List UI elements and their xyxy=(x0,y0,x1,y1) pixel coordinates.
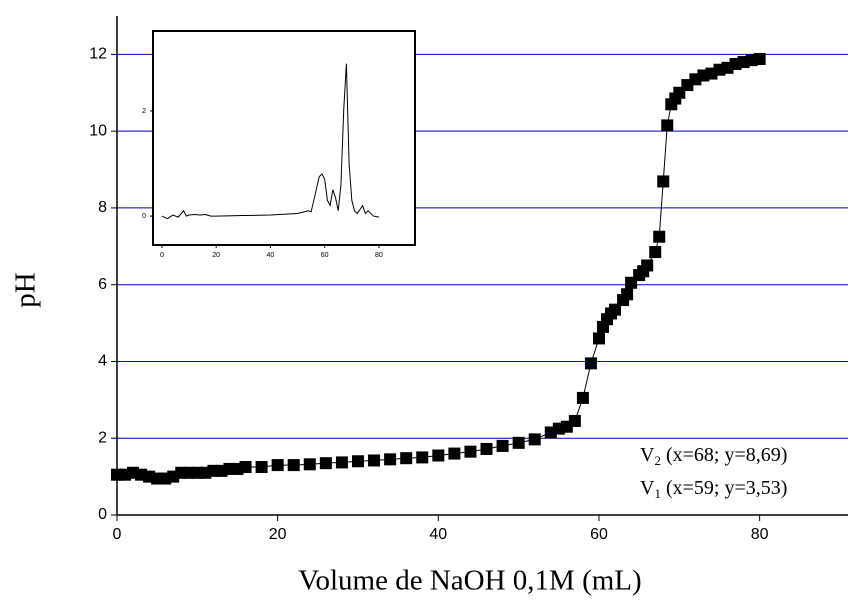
y-tick-label: 8 xyxy=(98,199,107,216)
data-point xyxy=(416,451,429,464)
data-point xyxy=(368,454,381,467)
x-tick-label: 80 xyxy=(375,252,383,259)
x-tick-label: 20 xyxy=(212,252,220,259)
x-tick-label: 40 xyxy=(267,252,275,259)
data-point xyxy=(303,458,316,471)
data-point xyxy=(528,433,541,446)
data-point xyxy=(384,453,397,466)
data-point xyxy=(753,52,766,65)
annotation: V1 (x=59; y=3,53) xyxy=(640,477,787,501)
data-point xyxy=(657,175,670,188)
data-point xyxy=(576,391,589,404)
x-axis-label: Volume de NaOH 0,1M (mL) xyxy=(298,565,641,597)
data-point xyxy=(592,332,605,345)
annotation-subscript: 1 xyxy=(654,486,661,501)
data-line xyxy=(161,63,380,220)
y-tick-label: 2 xyxy=(98,429,107,446)
annotation-subscript: 2 xyxy=(654,453,661,468)
x-tick-label: 0 xyxy=(160,252,164,259)
data-point xyxy=(448,447,461,460)
data-point xyxy=(464,445,477,458)
data-point xyxy=(400,452,413,465)
data-point xyxy=(255,461,268,474)
inset-frame xyxy=(152,30,416,246)
x-tick-label: 60 xyxy=(590,526,608,543)
data-point xyxy=(351,455,364,468)
y-tick-label: 2 xyxy=(142,108,146,115)
x-tick-label: 0 xyxy=(113,526,122,543)
annotation: V2 (x=68; y=8,69) xyxy=(640,444,787,468)
annotation-text: (x=68; y=8,69) xyxy=(666,444,787,466)
data-point xyxy=(661,119,674,132)
annotation-text: (x=59; y=3,53) xyxy=(666,477,787,499)
data-point xyxy=(568,414,581,427)
y-tick-label: 10 xyxy=(89,122,107,139)
data-point xyxy=(584,357,597,370)
y-tick-label: 12 xyxy=(89,46,107,63)
data-point xyxy=(653,230,666,243)
y-tick-label: 0 xyxy=(142,213,146,220)
data-point xyxy=(271,459,284,472)
data-point xyxy=(512,436,525,449)
data-point xyxy=(119,468,132,481)
data-point xyxy=(480,442,493,455)
data-point xyxy=(335,456,348,469)
data-point xyxy=(641,259,654,272)
x-tick-label: 40 xyxy=(429,526,447,543)
x-tick-label: 80 xyxy=(751,526,769,543)
data-point xyxy=(319,457,332,470)
x-tick-label: 20 xyxy=(269,526,287,543)
data-point xyxy=(649,246,662,259)
y-tick-label: 6 xyxy=(98,276,107,293)
data-point xyxy=(287,459,300,472)
annotation-label: V xyxy=(640,444,655,466)
y-tick-label: 0 xyxy=(98,506,107,523)
annotation-label: V xyxy=(640,477,655,499)
data-point xyxy=(239,461,252,474)
data-point xyxy=(621,288,634,301)
x-tick-label: 60 xyxy=(321,252,329,259)
data-point xyxy=(496,439,509,452)
data-point xyxy=(432,449,445,462)
data-point xyxy=(609,303,622,316)
y-axis-label: pH xyxy=(10,272,42,308)
data-point xyxy=(745,54,758,67)
y-tick-label: 4 xyxy=(98,353,107,370)
